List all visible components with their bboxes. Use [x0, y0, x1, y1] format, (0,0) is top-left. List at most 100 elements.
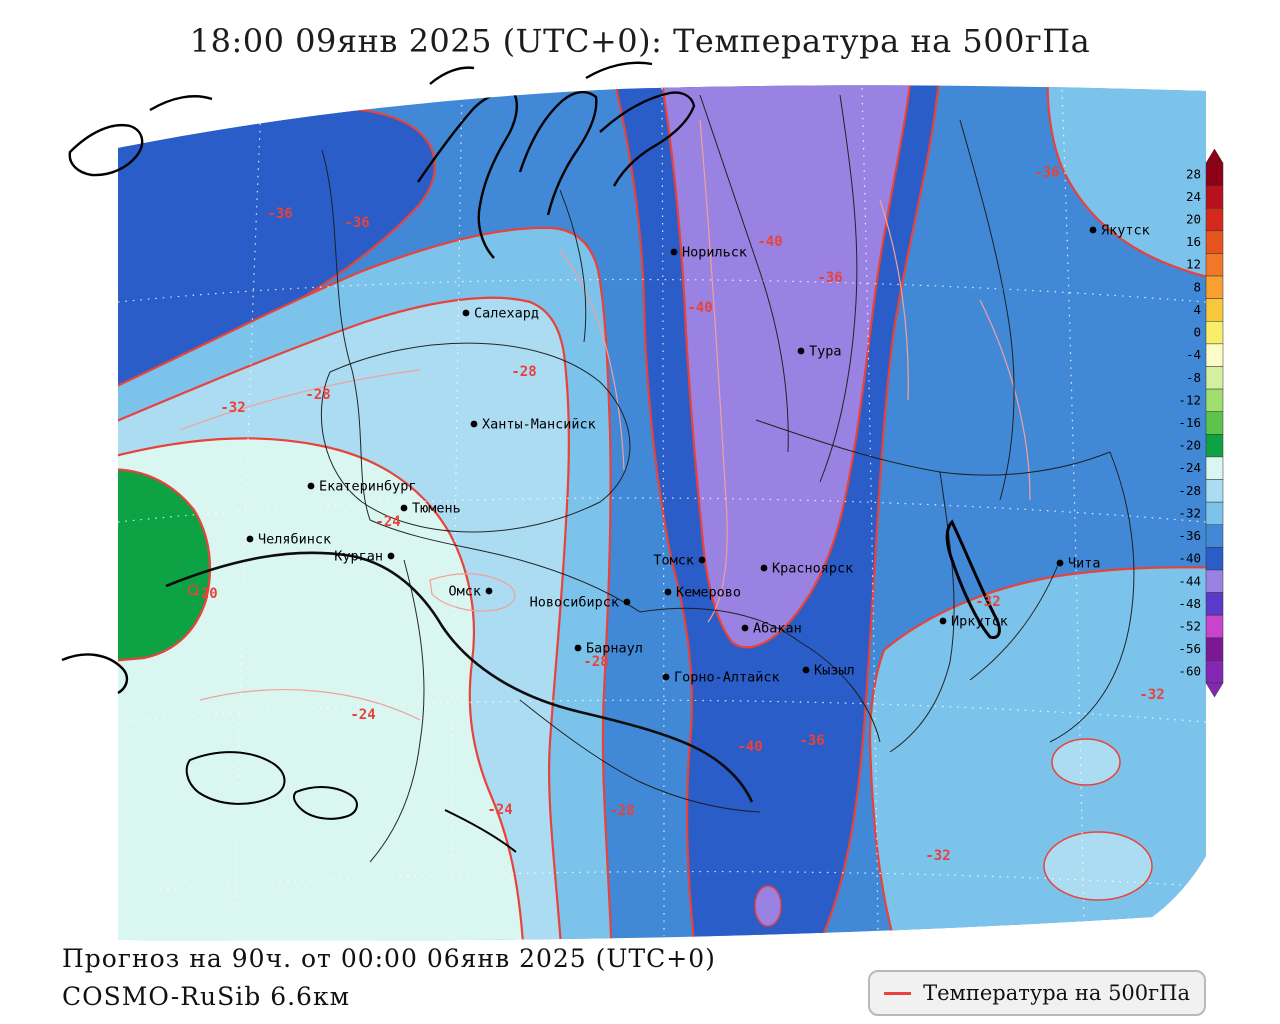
city-marker [307, 482, 315, 490]
city-label: Томск [653, 553, 694, 569]
colorbar-tick-label: 20 [1186, 212, 1201, 227]
colorbar-band [1205, 388, 1224, 412]
city-marker [698, 556, 706, 564]
colorbar-band [1205, 298, 1224, 322]
contour-labels-layer: -36 -36 -36 -40 -40 -36 -28 -28 -32 -24 -20 -32 -24 -… [192, 165, 1164, 864]
city-marker [574, 644, 582, 652]
city-label: Курган [334, 549, 383, 565]
city-marker [760, 564, 768, 572]
colorbar-band [1205, 524, 1224, 548]
colorbar-band [1205, 456, 1224, 480]
lake-baikal [945, 519, 1001, 640]
colorbar-band [1205, 637, 1224, 661]
city-label: Норильск [682, 245, 747, 261]
contour-label: -36 [817, 270, 842, 286]
colorbar-tick-label: 28 [1186, 166, 1201, 181]
city-label: Кемерово [676, 585, 741, 601]
contour-label: -28 [583, 654, 608, 670]
colorbar-tick-label: -52 [1178, 618, 1201, 633]
colorbar-tick-label: 12 [1186, 257, 1201, 272]
colorbar-band [1205, 434, 1224, 458]
colorbar-tick-label: -56 [1178, 641, 1201, 656]
colorbar-band [1205, 162, 1224, 186]
map-title: 18:00 09янв 2025 (UTC+0): Температура на… [189, 22, 1091, 60]
graticule-layer [118, 85, 1206, 941]
city-marker [664, 588, 672, 596]
city-marker [797, 347, 805, 355]
band-minus44-speck [754, 885, 782, 927]
colorbar-band [1205, 479, 1224, 503]
contour-label: -36 [344, 215, 369, 231]
city-label: Иркутск [951, 614, 1008, 630]
band-minus20-green [118, 468, 212, 664]
band-minus28-patch [1051, 738, 1121, 786]
city-marker [623, 598, 631, 606]
forecast-info: Прогноз на 90ч. от 00:00 06янв 2025 (UTC… [62, 944, 716, 973]
city-label: Тюмень [412, 501, 461, 517]
legend-label: Температура на 500гПа [923, 981, 1190, 1005]
city-label: Барнаул [586, 641, 643, 657]
colorbar-tick-label: -4 [1186, 347, 1201, 362]
contour-label: -28 [511, 364, 536, 380]
cities-layer: Якутск Норильск Салехард Тура Ханты-Мансийск… [246, 223, 1150, 686]
contour-label: -36 [267, 206, 292, 222]
colorbar-tick-label: 24 [1186, 189, 1201, 204]
colorbar-tick-label: 16 [1186, 234, 1201, 249]
city-label: Красноярск [772, 561, 853, 577]
colorbar-tick-label: -44 [1178, 573, 1201, 588]
colorbar-band [1205, 343, 1224, 367]
city-marker [387, 552, 395, 560]
band-minus32-southeast [868, 566, 1206, 941]
colorbar-tick-label: -20 [1178, 438, 1201, 453]
city-marker [662, 673, 670, 681]
temperature-bands-layer [118, 85, 1206, 941]
colorbar-tick-label: -32 [1178, 505, 1201, 520]
city-marker [246, 535, 254, 543]
city-label: Якутск [1101, 223, 1150, 239]
city-label: Екатеринбург [319, 479, 417, 495]
contour-label: -32 [975, 594, 1000, 610]
contour-label: -24 [375, 514, 400, 530]
band-minus28-patch [1043, 831, 1153, 901]
band-minus32-northeast [1046, 85, 1206, 284]
city-label: Чита [1068, 556, 1101, 572]
band-minus44-central [658, 85, 914, 649]
contour-label: -36 [1034, 165, 1059, 181]
city-marker [1089, 226, 1097, 234]
contour-label: -24 [350, 707, 375, 723]
city-label: Омск [448, 584, 481, 600]
contour-label: -28 [609, 803, 634, 819]
contour-label: -40 [687, 300, 712, 316]
colorbar-tick-label: -60 [1178, 664, 1201, 679]
city-marker [462, 309, 470, 317]
contour-label: -32 [220, 400, 245, 416]
city-label: Кызыл [814, 663, 855, 679]
city-marker [939, 617, 947, 625]
city-label: Абакан [753, 621, 802, 637]
band-minus20-speck [187, 584, 199, 596]
colorbar-band [1205, 275, 1224, 299]
city-marker [802, 666, 810, 674]
contour-label: -32 [1139, 687, 1164, 703]
city-label: Салехард [474, 306, 539, 322]
city-label: Горно-Алтайск [674, 670, 780, 686]
coastline-layer [185, 90, 1001, 853]
city-label: Новосибирск [530, 595, 619, 611]
colorbar-band [1205, 253, 1224, 277]
colorbar-tick-label: -16 [1178, 415, 1201, 430]
contour-label: -36 [799, 733, 824, 749]
colorbar-band [1205, 366, 1224, 390]
map-legend: Температура на 500гПа [868, 970, 1206, 1016]
contour-line-sample [884, 991, 912, 995]
colorbar-tick-label: 0 [1193, 325, 1201, 340]
colorbar-tick-label: -48 [1178, 596, 1201, 611]
colorbar-band [1205, 614, 1224, 639]
contour-label: -32 [925, 848, 950, 864]
colorbar-tick-label: -24 [1178, 460, 1201, 475]
colorbar-band [1205, 230, 1224, 254]
contour-label: -40 [757, 234, 782, 250]
contour-label: -28 [305, 387, 330, 403]
city-label: Ханты-Мансийск [482, 417, 596, 433]
